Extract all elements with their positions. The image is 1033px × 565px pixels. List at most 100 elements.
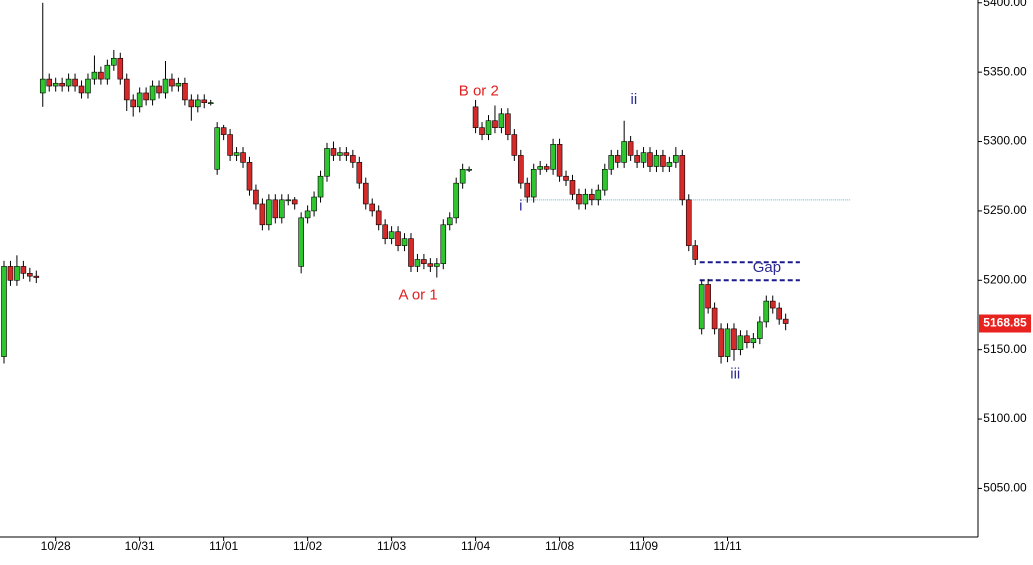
candle-body <box>569 180 576 195</box>
candle-body <box>304 210 311 219</box>
candle-body <box>634 155 640 163</box>
candle-body <box>627 141 634 156</box>
candle-body <box>195 99 201 108</box>
candle-body <box>621 141 627 163</box>
candle-body <box>466 168 472 171</box>
candle-body <box>427 263 434 267</box>
candle-body <box>123 78 130 101</box>
y-tick-label: 5300.00 <box>983 134 1027 148</box>
candle-body <box>362 182 369 205</box>
candle-body <box>537 166 543 170</box>
candle-body <box>330 148 337 156</box>
candle-body <box>59 82 65 87</box>
candle-body <box>543 166 550 170</box>
x-tick-label: 11/02 <box>293 539 322 553</box>
candle-body <box>485 120 492 135</box>
candle-body <box>317 175 324 198</box>
candle-body <box>220 127 227 135</box>
x-tick-label: 11/11 <box>713 539 742 553</box>
candle-body <box>492 120 498 128</box>
candle-body <box>724 328 731 357</box>
candle-body <box>446 217 453 226</box>
annotation: B or 2 <box>459 83 499 100</box>
candle-body <box>563 175 569 181</box>
x-tick-label: 11/08 <box>545 539 574 553</box>
candle-body <box>601 168 608 191</box>
candle-body <box>143 92 149 101</box>
candle-body <box>91 71 98 80</box>
candle-body <box>78 85 85 94</box>
candle-body <box>750 338 757 344</box>
y-tick-label: 5250.00 <box>983 203 1027 217</box>
candle-body <box>453 182 460 219</box>
candle-body <box>685 199 692 246</box>
candle-body <box>14 266 20 281</box>
candle-body <box>240 152 246 163</box>
candle-body <box>718 328 724 357</box>
candle-body <box>117 57 124 80</box>
candle-body <box>744 335 750 344</box>
candle-body <box>498 113 505 128</box>
candle-body <box>666 162 673 167</box>
candle-body <box>434 263 440 267</box>
candle-body <box>737 335 744 350</box>
candle-body <box>337 152 343 156</box>
x-tick-label: 11/01 <box>209 539 238 553</box>
y-tick-label: 5400.00 <box>983 0 1027 9</box>
candle-body <box>214 127 220 170</box>
y-tick-label: 5050.00 <box>983 481 1027 495</box>
candle-body <box>479 127 485 135</box>
candle-body <box>653 155 660 167</box>
candle-body <box>1 266 7 357</box>
candle-body <box>608 155 615 170</box>
last-price-label: 5168.85 <box>983 316 1027 330</box>
annotation: A or 1 <box>398 287 437 304</box>
candle-body <box>595 189 602 201</box>
candle-body <box>401 238 408 246</box>
x-tick-label: 11/04 <box>461 539 490 553</box>
candle-body <box>7 266 14 281</box>
candle-body <box>589 193 595 201</box>
x-tick-label: 11/03 <box>377 539 406 553</box>
y-tick-label: 5350.00 <box>983 64 1027 78</box>
candle-body <box>162 78 169 94</box>
candle-body <box>421 259 427 264</box>
annotation: ii <box>631 91 638 108</box>
candle-body <box>20 266 27 274</box>
candle-body <box>253 189 259 205</box>
candle-body <box>149 85 156 101</box>
candle-body <box>711 307 718 330</box>
annotation: i <box>519 198 522 215</box>
y-tick-label: 5200.00 <box>983 272 1027 286</box>
candle-body <box>130 99 136 108</box>
candle-body <box>517 155 524 184</box>
candle-body <box>776 307 783 320</box>
candle-body <box>524 182 531 198</box>
candle-body <box>246 162 253 191</box>
candle-body <box>272 199 279 219</box>
candle-body <box>505 113 511 135</box>
candle-body <box>356 162 363 184</box>
candle-body <box>201 99 208 103</box>
candle-body <box>85 78 91 94</box>
x-tick-label: 10/28 <box>41 539 71 553</box>
candle-body <box>33 275 40 278</box>
candle-body <box>227 134 233 156</box>
last-price-tag <box>979 314 1031 333</box>
candle-body <box>647 152 653 167</box>
candle-body <box>207 102 214 104</box>
candle-body <box>511 134 518 156</box>
candle-body <box>369 203 376 212</box>
candle-body <box>27 273 33 277</box>
annotation: iii <box>730 366 740 383</box>
candle-body <box>614 155 621 163</box>
y-tick-label: 5150.00 <box>983 342 1027 356</box>
candle-body <box>414 259 421 267</box>
candle-body <box>52 82 59 87</box>
candle-body <box>259 203 266 226</box>
candle-body <box>757 321 763 339</box>
candle-body <box>408 238 414 267</box>
candle-body <box>311 196 317 212</box>
